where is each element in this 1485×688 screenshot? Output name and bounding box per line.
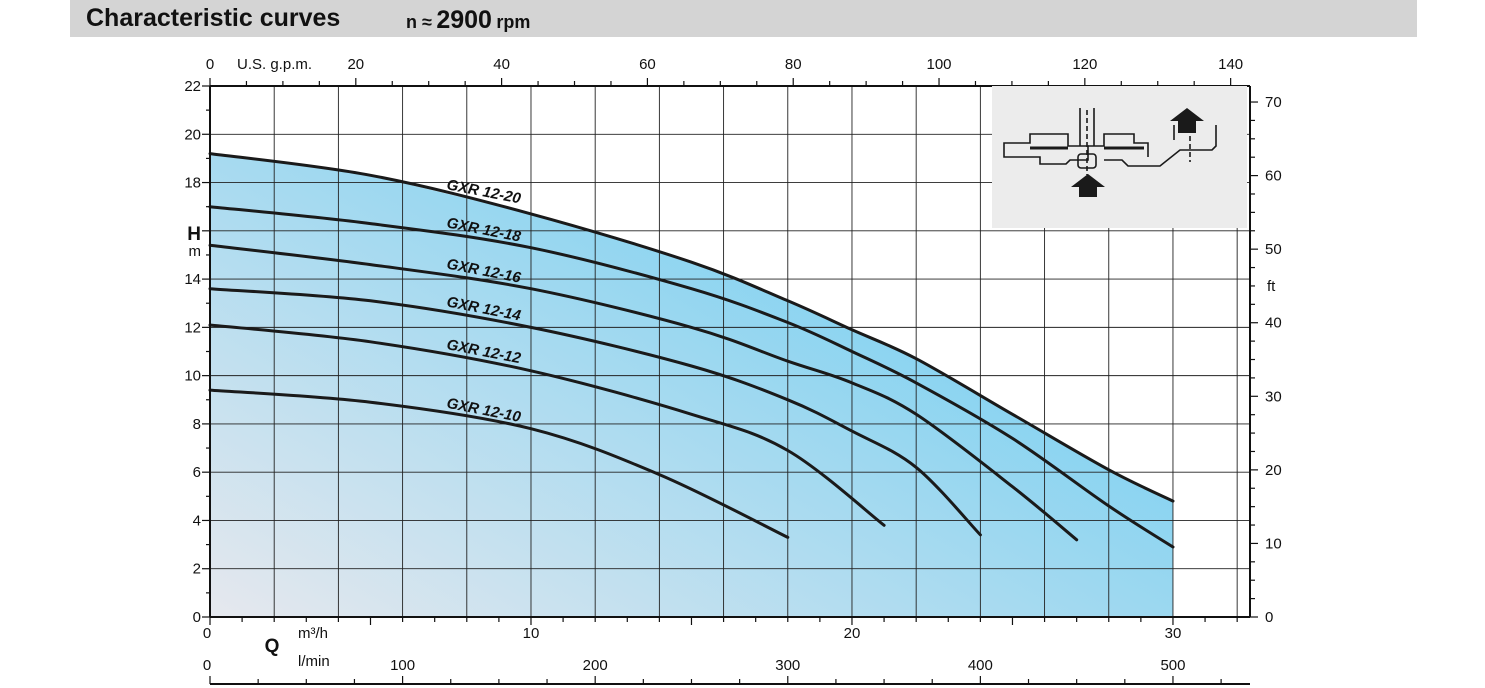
curve-gxr-12-18 [208, 205, 1175, 549]
lmin-tick-label: 500 [1160, 657, 1185, 674]
x-top-axis-unit: U.S. g.p.m. [237, 56, 312, 73]
speed-label: n ≈ 2900 rpm [406, 6, 530, 35]
y-tick-label: 6 [193, 464, 201, 481]
lmin-tick-label: 300 [775, 657, 800, 674]
y-tick-label: 12 [184, 319, 201, 336]
y-right-tick-label: 0 [1265, 609, 1273, 626]
y-right-tick-label: 40 [1265, 315, 1282, 332]
x-top-tick-label: 60 [639, 56, 656, 73]
x-tick-label: 30 [1165, 625, 1182, 642]
speed-prefix: n ≈ [406, 12, 432, 32]
x-top-tick-label: 0 [206, 56, 214, 73]
y-axis-symbol: H [187, 224, 201, 245]
lmin-tick-label: 100 [390, 657, 415, 674]
x-top-tick-label: 40 [493, 56, 510, 73]
lmin-tick-label: 400 [968, 657, 993, 674]
y-right-tick-label: 30 [1265, 388, 1282, 405]
y-right-tick-label: 60 [1265, 168, 1282, 185]
x-top-tick-label: 20 [347, 56, 364, 73]
x-axis-symbol: Q [265, 636, 280, 657]
inlet-arrow-icon [1071, 174, 1105, 197]
speed-value: 2900 [436, 6, 492, 34]
curve-gxr-12-20 [208, 152, 1175, 503]
y-right-tick-label: 10 [1265, 535, 1282, 552]
title-bar: Characteristic curves n ≈ 2900 rpm [70, 0, 1417, 37]
y-tick-label: 20 [184, 126, 201, 143]
y-tick-label: 2 [193, 561, 201, 578]
x-tick-label: 10 [523, 625, 540, 642]
y-axis-unit: m [189, 243, 202, 260]
y-right-tick-label: 70 [1265, 94, 1282, 111]
curve-gxr-12-10 [208, 388, 790, 539]
x-axis-unit-lmin: l/min [298, 653, 330, 670]
pump-section-icon [1003, 108, 1217, 175]
x-top-tick-label: 80 [785, 56, 802, 73]
speed-unit: rpm [496, 12, 531, 32]
lmin-tick-label: 0 [203, 657, 211, 674]
operating-area-fill [210, 153, 1173, 617]
curve-gxr-12-12 [208, 323, 886, 527]
pump-section-inset [992, 86, 1247, 228]
y-tick-label: 4 [193, 512, 201, 529]
curve-gxr-12-16 [208, 243, 1079, 542]
curve-gxr-12-14 [208, 287, 982, 537]
y-right-tick-label: 20 [1265, 462, 1282, 479]
x-tick-label: 0 [203, 625, 211, 642]
x-tick-label: 20 [844, 625, 861, 642]
y-tick-label: 0 [193, 609, 201, 626]
x-top-tick-label: 140 [1218, 56, 1243, 73]
y-tick-label: 22 [184, 78, 201, 95]
y-tick-label: 10 [184, 368, 201, 385]
x-top-tick-label: 120 [1072, 56, 1097, 73]
y-right-axis-unit: ft [1267, 278, 1276, 295]
page-title: Characteristic curves [86, 4, 341, 32]
y-tick-label: 8 [193, 416, 201, 433]
x-axis-unit-m3h: m³/h [298, 625, 328, 642]
y-right-tick-label: 50 [1265, 241, 1282, 258]
lmin-tick-label: 200 [583, 657, 608, 674]
x-top-tick-label: 100 [927, 56, 952, 73]
y-tick-label: 18 [184, 175, 201, 192]
y-tick-label: 14 [184, 271, 201, 288]
outlet-arrow-icon [1170, 108, 1204, 133]
